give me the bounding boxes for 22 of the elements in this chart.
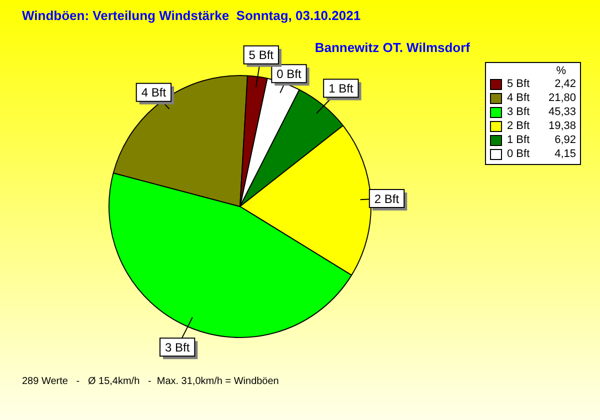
legend-label: 0 Bft — [507, 148, 530, 160]
slice-label: 1 Bft — [328, 82, 354, 96]
text: 289 Werte - Ø 15,4km/h - Max. 31,0km/h = Windböen — [22, 376, 279, 387]
data-label: 4,15 — [554, 148, 576, 160]
data-label: 2,42 — [554, 78, 576, 90]
data-label: 6,92 — [554, 134, 576, 146]
legend-label: 3 Bft — [507, 106, 530, 118]
legend-label: 5 Bft — [507, 78, 530, 90]
data-label: 19,38 — [548, 120, 576, 132]
slice-label: 4 Bft — [141, 86, 167, 100]
chart-title: Windböen: Verteilung Windstärke Sonntag, 03.10.2021 — [22, 8, 361, 23]
legend-label: 4 Bft — [507, 92, 530, 104]
chart-subtitle: Bannewitz OT. Wilmsdorf — [314, 40, 470, 55]
slice-label: 5 Bft — [248, 48, 274, 62]
slice-label: 3 Bft — [164, 340, 190, 354]
slice-label: 2 Bft — [374, 192, 400, 206]
legend-label: 2 Bft — [507, 120, 530, 132]
data-label: 21,80 — [548, 92, 576, 104]
legend-title: % — [555, 65, 567, 77]
slice-label: 0 Bft — [276, 66, 302, 81]
data-label: 45,33 — [548, 106, 576, 118]
legend-label: 1 Bft — [507, 134, 530, 146]
